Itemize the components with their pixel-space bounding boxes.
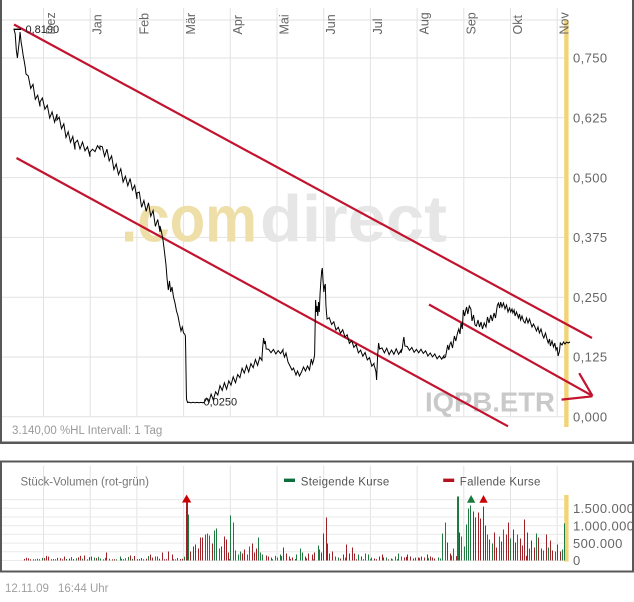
svg-text:Nov: Nov bbox=[558, 12, 572, 35]
svg-text:12.11.09: 12.11.09 bbox=[5, 583, 49, 595]
svg-text:0,000: 0,000 bbox=[573, 410, 608, 425]
svg-text:3.140,00 %HL Intervall: 1 Tag: 3.140,00 %HL Intervall: 1 Tag bbox=[12, 425, 162, 437]
svg-text:.com: .com bbox=[121, 182, 257, 256]
svg-text:Dez: Dez bbox=[44, 12, 58, 34]
svg-text:0,250: 0,250 bbox=[573, 290, 608, 305]
svg-text:Aug: Aug bbox=[418, 12, 432, 34]
svg-text:Okt: Okt bbox=[511, 15, 525, 35]
svg-text:0,125: 0,125 bbox=[573, 350, 608, 365]
svg-text:Stück-Volumen (rot-grün): Stück-Volumen (rot-grün) bbox=[21, 477, 150, 489]
svg-text:1.000.000: 1.000.000 bbox=[573, 518, 634, 533]
svg-text:Jan: Jan bbox=[91, 14, 105, 34]
svg-text:0,375: 0,375 bbox=[573, 230, 608, 245]
svg-text:Steigende Kurse: Steigende Kurse bbox=[301, 477, 390, 489]
svg-text:Jun: Jun bbox=[324, 14, 338, 34]
svg-text:Apr: Apr bbox=[231, 15, 245, 34]
svg-text:500.000: 500.000 bbox=[573, 536, 623, 551]
svg-text:0,625: 0,625 bbox=[573, 111, 608, 126]
svg-text:0,0250: 0,0250 bbox=[204, 397, 238, 409]
svg-text:0,750: 0,750 bbox=[573, 51, 608, 66]
svg-text:Fallende Kurse: Fallende Kurse bbox=[460, 477, 541, 489]
svg-text:Jul: Jul bbox=[371, 19, 385, 35]
svg-text:Sep: Sep bbox=[464, 12, 478, 34]
svg-text:16:44 Uhr: 16:44 Uhr bbox=[58, 583, 109, 595]
svg-text:0,8190: 0,8190 bbox=[26, 24, 60, 36]
svg-text:0,500: 0,500 bbox=[573, 170, 608, 185]
svg-text:1.500.000: 1.500.000 bbox=[573, 501, 634, 516]
svg-text:Feb: Feb bbox=[137, 13, 151, 35]
svg-text:0: 0 bbox=[573, 553, 581, 568]
svg-text:Mär: Mär bbox=[184, 13, 198, 35]
svg-text:Mai: Mai bbox=[278, 14, 292, 34]
